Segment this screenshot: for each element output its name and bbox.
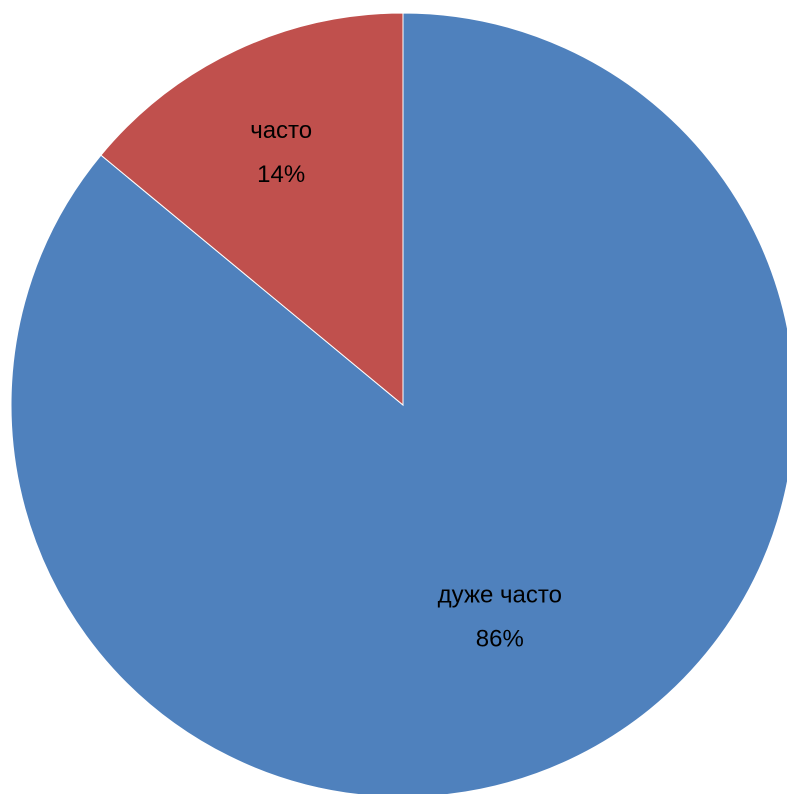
slice-percent-label: 86% [476,626,524,653]
slice-category-label: часто [250,117,312,144]
slice-chasto [100,12,404,407]
slice-percent-label: 14% [257,161,305,188]
slice-duzhe-chasto [10,12,787,794]
slice-category-label: дуже часто [438,582,562,609]
label-duzhe-chasto: дуже часто 86% [438,582,562,653]
label-chasto: часто 14% [250,117,312,188]
